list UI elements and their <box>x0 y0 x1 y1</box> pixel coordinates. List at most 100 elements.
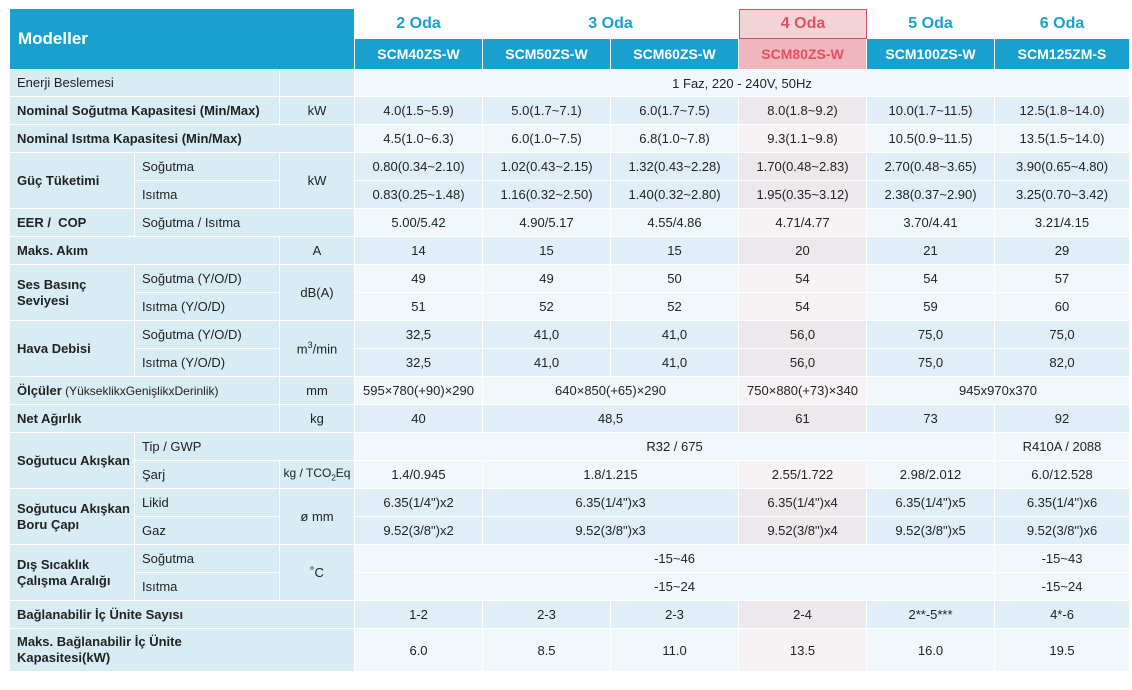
value-cell: 60 <box>995 293 1131 321</box>
value-cell: 54 <box>739 293 868 321</box>
value-cell: 82,0 <box>995 349 1131 377</box>
row-label: EER / COP <box>10 209 135 237</box>
value-cell: 50 <box>611 265 740 293</box>
value-cell: 13.5(1.5~14.0) <box>995 125 1131 153</box>
value-cell: 11.0 <box>611 629 740 672</box>
value-cell: 32,5 <box>355 321 484 349</box>
unit-cell: kW <box>280 97 356 125</box>
value-cell: 2.55/1.722 <box>739 461 868 489</box>
model-code: SCM50ZS-W <box>483 39 612 70</box>
value-cell: 19.5 <box>995 629 1131 672</box>
value-cell: 6.35(1/4")x3 <box>483 489 740 517</box>
row-label: Dış Sıcaklık Çalışma Aralığı <box>10 545 135 601</box>
value-cell: 1.4/0.945 <box>355 461 484 489</box>
value-cell: 595×780(+90)×290 <box>355 377 484 405</box>
value-cell: R410A / 2088 <box>995 433 1131 461</box>
value-cell: 75,0 <box>867 349 996 377</box>
value-cell: 4.55/4.86 <box>611 209 740 237</box>
value-cell: 59 <box>867 293 996 321</box>
unit-cell: A <box>280 237 356 265</box>
unit-post: Eq <box>335 466 351 481</box>
value-cell: 41,0 <box>483 321 612 349</box>
sub-label: Soğutma <box>135 545 280 573</box>
sub-label: Soğutma (Y/O/D) <box>135 265 280 293</box>
value-cell: 1.8/1.215 <box>483 461 740 489</box>
value-cell: 1-2 <box>355 601 484 629</box>
sub-label: Soğutma (Y/O/D) <box>135 321 280 349</box>
value-cell: R32 / 675 <box>355 433 996 461</box>
value-cell: 2.98/2.012 <box>867 461 996 489</box>
value-cell: 54 <box>867 265 996 293</box>
value-cell: 945x970x370 <box>867 377 1131 405</box>
value-cell: 61 <box>739 405 868 433</box>
row-label: Soğutucu Akışkan Boru Çapı <box>10 489 135 545</box>
value-cell: -15~24 <box>995 573 1131 601</box>
value-cell: 2-3 <box>483 601 612 629</box>
unit-cell: ø mm <box>280 489 356 545</box>
room-6: 6 Oda <box>995 9 1131 39</box>
value-cell: 41,0 <box>611 321 740 349</box>
value-cell: 21 <box>867 237 996 265</box>
value-cell: 0.80(0.34~2.10) <box>355 153 484 181</box>
value-cell: 52 <box>611 293 740 321</box>
unit-cell: mm <box>280 377 356 405</box>
model-code: SCM100ZS-W <box>867 39 996 70</box>
value-cell: 51 <box>355 293 484 321</box>
row-label: Ölçüler (YükseklikxGenişlikxDerinlik) <box>10 377 280 405</box>
sub-label: Isıtma <box>135 181 280 209</box>
sub-label: Şarj <box>135 461 280 489</box>
unit-cell: dB(A) <box>280 265 356 321</box>
value-cell: 9.52(3/8")x2 <box>355 517 484 545</box>
value-cell: 640×850(+65)×290 <box>483 377 740 405</box>
dimensions-label: Ölçüler <box>17 382 62 398</box>
value-cell: 13.5 <box>739 629 868 672</box>
unit-cell: kg / TCO2Eq <box>280 461 356 489</box>
value-cell: 56,0 <box>739 321 868 349</box>
value-cell: 2**-5*** <box>867 601 996 629</box>
value-cell: 9.52(3/8")x3 <box>483 517 740 545</box>
unit-pre: kg / TCO <box>283 466 332 481</box>
value-cell: 2.70(0.48~3.65) <box>867 153 996 181</box>
value-cell: 2-3 <box>611 601 740 629</box>
row-label: Soğutucu Akışkan <box>10 433 135 489</box>
value-cell: 6.0/12.528 <box>995 461 1131 489</box>
room-2: 2 Oda <box>355 9 484 39</box>
value-cell: 1.02(0.43~2.15) <box>483 153 612 181</box>
value-cell: 14 <box>355 237 484 265</box>
value-cell: 8.0(1.8~9.2) <box>739 97 868 125</box>
value-cell: 9.52(3/8")x4 <box>739 517 868 545</box>
value-cell: 49 <box>483 265 612 293</box>
value-cell: 5.00/5.42 <box>355 209 484 237</box>
unit-cell: kg <box>280 405 356 433</box>
row-label: Net Ağırlık <box>10 405 280 433</box>
unit-sub: 2 <box>331 473 336 483</box>
sub-label: Isıtma (Y/O/D) <box>135 293 280 321</box>
value-cell: 9.52(3/8")x6 <box>995 517 1131 545</box>
value-cell: 73 <box>867 405 996 433</box>
value-cell: 4.0(1.5~5.9) <box>355 97 484 125</box>
row-label: Maks. Bağlanabilir İç Ünite Kapasitesi(k… <box>10 629 356 672</box>
value-cell: 57 <box>995 265 1131 293</box>
value-cell: 1 Faz, 220 - 240V, 50Hz <box>355 70 1131 97</box>
value-cell: 6.8(1.0~7.8) <box>611 125 740 153</box>
unit-rest: /min <box>312 341 338 357</box>
value-cell: 1.32(0.43~2.28) <box>611 153 740 181</box>
value-cell: 3.25(0.70~3.42) <box>995 181 1131 209</box>
value-cell: 41,0 <box>483 349 612 377</box>
unit-cell: m3/min <box>280 321 356 377</box>
value-cell: 29 <box>995 237 1131 265</box>
value-cell: 8.5 <box>483 629 612 672</box>
value-cell: 12.5(1.8~14.0) <box>995 97 1131 125</box>
unit-cell <box>280 70 356 97</box>
value-cell: 10.5(0.9~11.5) <box>867 125 996 153</box>
value-cell: 9.52(3/8")x5 <box>867 517 996 545</box>
value-cell: 6.0(1.0~7.5) <box>483 125 612 153</box>
value-cell: 75,0 <box>867 321 996 349</box>
value-cell: 6.35(1/4")x4 <box>739 489 868 517</box>
value-cell: 1.16(0.32~2.50) <box>483 181 612 209</box>
value-cell: 75,0 <box>995 321 1131 349</box>
model-code: SCM60ZS-W <box>611 39 740 70</box>
value-cell: -15~46 <box>355 545 996 573</box>
value-cell: 49 <box>355 265 484 293</box>
room-3: 3 Oda <box>483 9 740 39</box>
